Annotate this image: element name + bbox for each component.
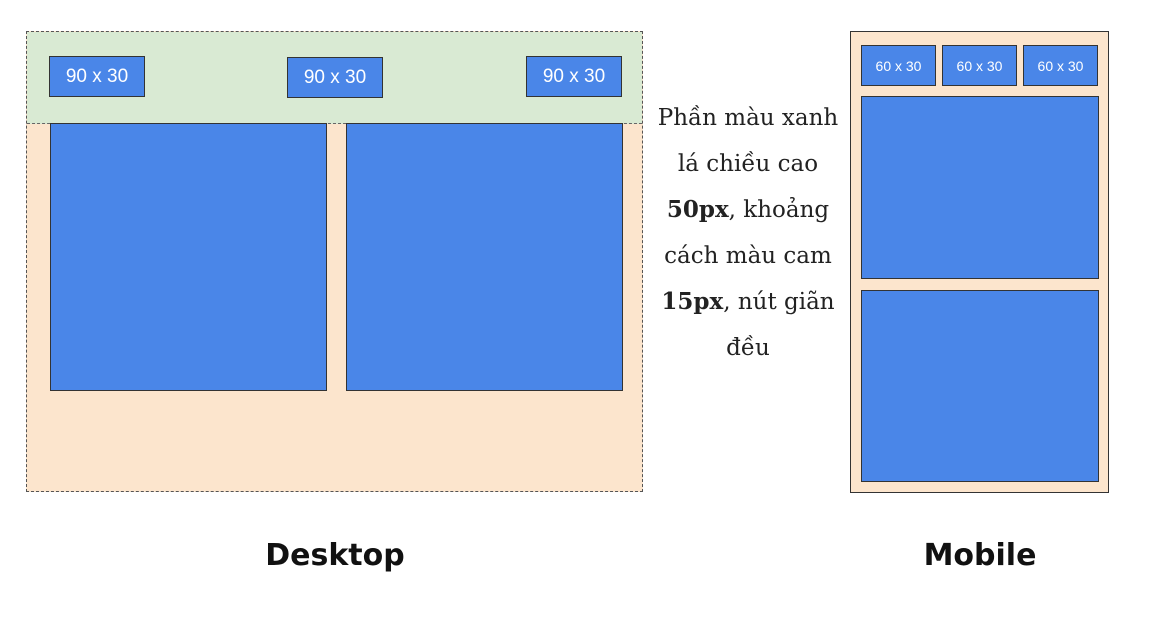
description-gap-value: 15px	[661, 288, 724, 315]
description-text-2: , khoảng cách màu cam	[664, 197, 832, 269]
mobile-button-2: 60 x 30	[942, 45, 1017, 86]
mobile-mockup: 60 x 30 60 x 30 60 x 30	[850, 31, 1109, 493]
mobile-caption: Mobile	[923, 538, 1037, 573]
desktop-caption: Desktop	[265, 538, 405, 573]
desktop-content-box-left	[50, 123, 327, 391]
mobile-button-3: 60 x 30	[1023, 45, 1098, 86]
layout-description: Phần màu xanh lá chiều cao 50px, khoảng …	[650, 96, 846, 371]
description-text-1: Phần màu xanh lá chiều cao	[657, 105, 839, 177]
desktop-mockup: 90 x 30 90 x 30 90 x 30	[26, 31, 643, 492]
mobile-content-box-top	[861, 96, 1099, 279]
mobile-content-box-bottom	[861, 290, 1099, 482]
desktop-button-3: 90 x 30	[526, 56, 622, 97]
description-height-value: 50px	[666, 196, 729, 223]
desktop-button-2: 90 x 30	[287, 57, 383, 98]
desktop-content-box-right	[346, 123, 623, 391]
mobile-button-1: 60 x 30	[861, 45, 936, 86]
description-text-3: , nút giãn đều	[723, 289, 835, 361]
desktop-button-1: 90 x 30	[49, 56, 145, 97]
